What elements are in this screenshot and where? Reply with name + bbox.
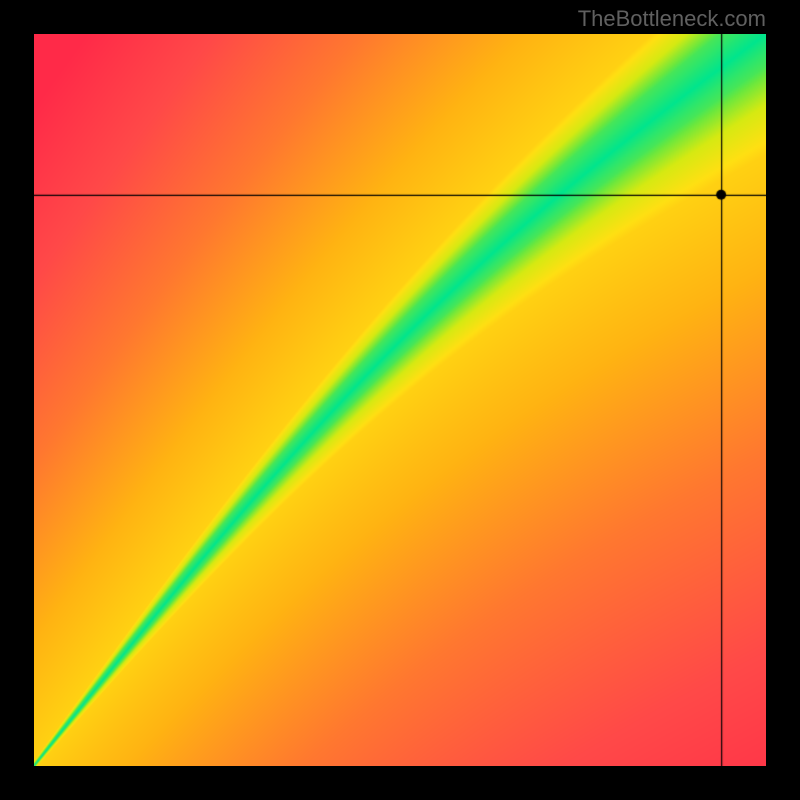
chart-container: TheBottleneck.com xyxy=(0,0,800,800)
bottleneck-heatmap xyxy=(34,34,766,766)
watermark-text: TheBottleneck.com xyxy=(578,6,766,32)
